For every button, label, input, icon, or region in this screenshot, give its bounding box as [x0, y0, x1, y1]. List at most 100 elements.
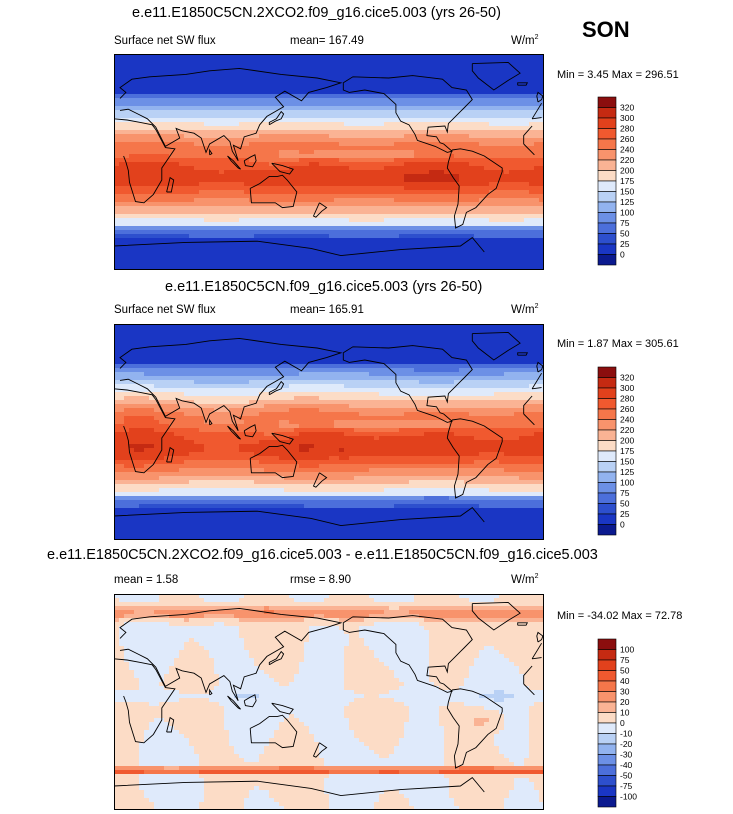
map-cell	[124, 86, 130, 91]
map-cell	[189, 150, 195, 155]
map-cell	[289, 182, 295, 187]
map-cell	[444, 230, 450, 235]
map-cell	[404, 242, 410, 247]
map-cell	[329, 142, 335, 147]
map-cell	[359, 214, 365, 219]
map-cell	[409, 258, 415, 263]
map-cell	[199, 122, 205, 127]
map-cell	[449, 186, 455, 191]
map-cell	[474, 166, 480, 171]
map-cell	[194, 198, 200, 203]
map-cell	[249, 150, 255, 155]
map-cell	[234, 126, 240, 131]
map-cell	[489, 194, 495, 199]
map-cell	[114, 78, 120, 83]
map-cell	[359, 254, 365, 259]
map-cell	[494, 174, 500, 179]
map-cell	[114, 138, 120, 143]
map-cell	[439, 150, 445, 155]
map-cell	[529, 174, 535, 179]
coastline	[114, 118, 535, 204]
map-cell	[219, 246, 225, 251]
map-cell	[459, 122, 465, 127]
map-cell	[474, 86, 480, 91]
map-cell	[474, 122, 480, 127]
map-cell	[189, 242, 195, 247]
map-cell	[514, 210, 520, 215]
map-cell	[169, 328, 175, 333]
map-cell	[239, 134, 245, 139]
map-cell	[214, 230, 220, 235]
map-cell	[329, 158, 335, 163]
map-cell	[449, 66, 455, 71]
map-cell	[259, 74, 265, 79]
map-cell	[319, 150, 325, 155]
map-cell	[404, 158, 410, 163]
map-cell	[354, 146, 360, 151]
map-cell	[319, 114, 325, 119]
map-cell	[459, 138, 465, 143]
map-cell	[219, 82, 225, 87]
map-cell	[309, 82, 315, 87]
map-cell	[404, 258, 410, 263]
map-cell	[494, 62, 500, 67]
map-cell	[499, 154, 505, 159]
map-cell	[204, 150, 210, 155]
map-cell	[159, 182, 165, 187]
map-cell	[144, 222, 150, 227]
map-cell	[259, 234, 265, 239]
map-cell	[174, 86, 180, 91]
map-cell	[474, 258, 480, 263]
map-cell	[259, 102, 265, 107]
map-cell	[264, 58, 270, 63]
map-cell	[244, 336, 250, 341]
map-cell	[434, 58, 440, 63]
map-cell	[304, 206, 310, 211]
coastline	[271, 162, 294, 175]
map-cell	[459, 190, 465, 195]
map-cell	[369, 226, 375, 231]
map-cell	[314, 182, 320, 187]
map-cell	[394, 214, 400, 219]
map-cell	[229, 190, 235, 195]
map-cell	[144, 194, 150, 199]
map-cell	[179, 118, 185, 123]
map-cell	[389, 182, 395, 187]
map-cell	[409, 82, 415, 87]
map-cell	[264, 258, 270, 263]
map-cell	[279, 94, 285, 99]
map-cell	[369, 194, 375, 199]
map-cell	[349, 218, 355, 223]
map-cell	[349, 242, 355, 247]
map-cell	[384, 332, 390, 337]
map-cell	[214, 336, 220, 341]
map-cell	[294, 58, 300, 63]
map-cell	[454, 190, 460, 195]
map-cell	[119, 258, 125, 263]
map-cell	[319, 222, 325, 227]
map-cell	[399, 190, 405, 195]
map-cell	[484, 234, 490, 239]
map-cell	[284, 174, 290, 179]
map-cell	[469, 202, 475, 207]
map-cell	[229, 186, 235, 191]
map-cell	[249, 142, 255, 147]
map-cell	[319, 214, 325, 219]
map-cell	[164, 174, 170, 179]
map-cell	[209, 162, 215, 167]
map-cell	[344, 250, 350, 255]
map-cell	[129, 130, 135, 135]
map-cell	[344, 90, 350, 95]
map-cell	[354, 82, 360, 87]
map-cell	[454, 130, 460, 135]
map-cell	[314, 102, 320, 107]
map-cell	[459, 114, 465, 119]
map-cell	[134, 206, 140, 211]
map-cell	[214, 142, 220, 147]
map-cell	[499, 110, 505, 115]
map-cell	[429, 154, 435, 159]
map-cell	[264, 54, 270, 59]
map-cell	[214, 94, 220, 99]
map-cell	[499, 54, 505, 59]
map-cell	[424, 170, 430, 175]
